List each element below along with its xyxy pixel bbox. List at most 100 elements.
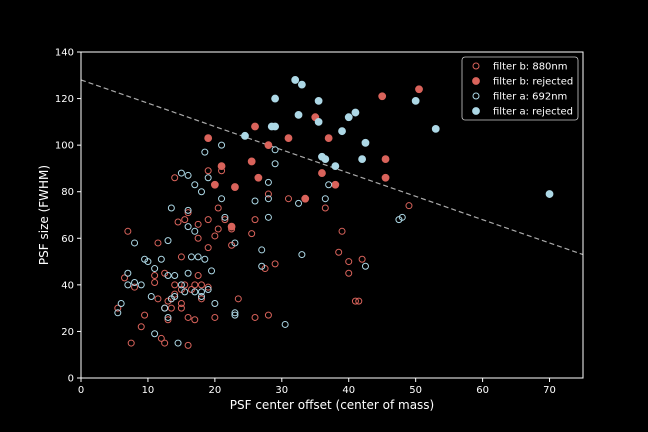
data-point-series-2 — [191, 288, 199, 296]
data-point-series-1 — [251, 122, 259, 131]
data-point-series-2 — [211, 299, 219, 307]
data-point-series-3 — [431, 124, 440, 133]
data-point-series-2 — [124, 269, 132, 277]
data-point-series-0 — [194, 234, 202, 242]
y-tick-label: 0 — [68, 374, 74, 385]
data-point-series-0 — [127, 339, 135, 347]
data-point-series-0 — [154, 295, 162, 303]
data-point-series-2 — [201, 255, 209, 263]
data-point-series-0 — [405, 202, 413, 210]
y-tick-label: 20 — [61, 327, 74, 338]
x-tick-label: 60 — [476, 385, 489, 396]
data-point-series-0 — [184, 313, 192, 321]
data-point-series-0 — [321, 204, 329, 212]
data-point-series-0 — [124, 227, 132, 235]
data-point-series-2 — [325, 181, 333, 189]
x-tick-label: 50 — [409, 385, 422, 396]
data-point-series-2 — [258, 262, 266, 270]
data-point-series-2 — [144, 258, 152, 266]
data-point-series-3 — [314, 97, 323, 105]
legend-marker — [472, 107, 480, 115]
legend: filter b: 880nm filter b: rejected filter … — [461, 56, 579, 121]
data-point-series-0 — [204, 216, 212, 224]
data-point-series-2 — [295, 199, 303, 207]
data-point-series-0 — [137, 323, 145, 331]
legend-label: filter b: 880nm — [493, 62, 568, 73]
data-point-series-0 — [251, 216, 259, 224]
data-point-series-2 — [194, 253, 202, 261]
data-point-series-0 — [345, 258, 353, 266]
data-point-series-1 — [301, 194, 310, 203]
legend-box — [461, 56, 579, 121]
data-point-series-2 — [191, 227, 199, 235]
data-point-series-2 — [184, 171, 192, 179]
data-point-series-2 — [157, 255, 165, 263]
data-point-series-2 — [164, 313, 172, 321]
plot-frame — [80, 51, 584, 379]
data-point-series-3 — [331, 162, 340, 171]
data-point-series-0 — [204, 244, 212, 252]
data-point-series-2 — [231, 311, 239, 319]
data-point-series-0 — [114, 304, 122, 312]
y-tick-label: 120 — [55, 94, 74, 105]
legend-marker — [472, 62, 480, 70]
data-point-series-1 — [381, 173, 390, 182]
data-point-series-0 — [174, 218, 182, 226]
data-point-series-0 — [191, 281, 199, 289]
y-tick-label: 80 — [61, 187, 74, 198]
data-point-series-0 — [191, 316, 199, 324]
data-point-series-1 — [204, 134, 213, 143]
data-point-series-2 — [164, 237, 172, 245]
data-point-series-1 — [284, 134, 293, 143]
data-point-series-0 — [164, 316, 172, 324]
data-point-series-0 — [171, 174, 179, 182]
data-point-series-3 — [314, 117, 323, 126]
data-point-series-1 — [318, 169, 326, 177]
data-point-series-3 — [271, 122, 280, 131]
data-point-series-1 — [415, 85, 423, 94]
data-point-series-2 — [398, 213, 406, 221]
y-tick-label: 40 — [61, 280, 74, 291]
data-point-series-2 — [171, 293, 179, 300]
legend-label: filter b: rejected — [493, 77, 573, 88]
data-point-series-3 — [291, 76, 300, 84]
data-point-series-0 — [221, 216, 229, 224]
data-point-series-0 — [204, 283, 212, 291]
data-point-series-2 — [177, 281, 185, 289]
data-point-series-0 — [345, 269, 353, 277]
data-point-series-3 — [271, 94, 280, 103]
data-point-series-2 — [151, 265, 159, 273]
data-point-series-3 — [344, 113, 353, 122]
y-tick-label: 140 — [55, 48, 74, 59]
data-point-series-3 — [338, 127, 346, 136]
data-point-series-1 — [231, 183, 239, 191]
data-point-series-0 — [204, 167, 212, 175]
data-point-series-0 — [284, 195, 292, 203]
data-point-series-2 — [197, 293, 205, 300]
data-point-series-0 — [248, 230, 256, 238]
data-point-series-2 — [231, 309, 239, 317]
data-point-series-2 — [161, 304, 169, 312]
data-point-series-2 — [231, 239, 239, 247]
x-tick-label: 40 — [342, 385, 355, 396]
data-point-series-0 — [151, 279, 159, 287]
data-point-series-2 — [171, 272, 179, 280]
data-point-series-0 — [194, 220, 202, 228]
data-point-series-2 — [181, 288, 189, 296]
data-point-series-2 — [147, 293, 155, 300]
data-point-series-3 — [361, 138, 370, 147]
data-point-series-2 — [258, 246, 266, 254]
data-point-series-0 — [211, 232, 219, 240]
data-point-series-0 — [214, 225, 222, 233]
data-point-series-2 — [184, 206, 192, 214]
data-point-series-2 — [197, 188, 205, 196]
x-tick-label: 10 — [142, 385, 155, 396]
data-point-series-0 — [177, 299, 185, 307]
data-point-series-1 — [210, 180, 219, 189]
y-tick-label: 100 — [55, 141, 74, 152]
data-point-series-2 — [124, 281, 132, 289]
data-point-series-2 — [298, 251, 306, 259]
data-point-series-2 — [251, 197, 259, 205]
data-point-series-2 — [184, 269, 192, 277]
data-point-series-3 — [241, 131, 249, 140]
